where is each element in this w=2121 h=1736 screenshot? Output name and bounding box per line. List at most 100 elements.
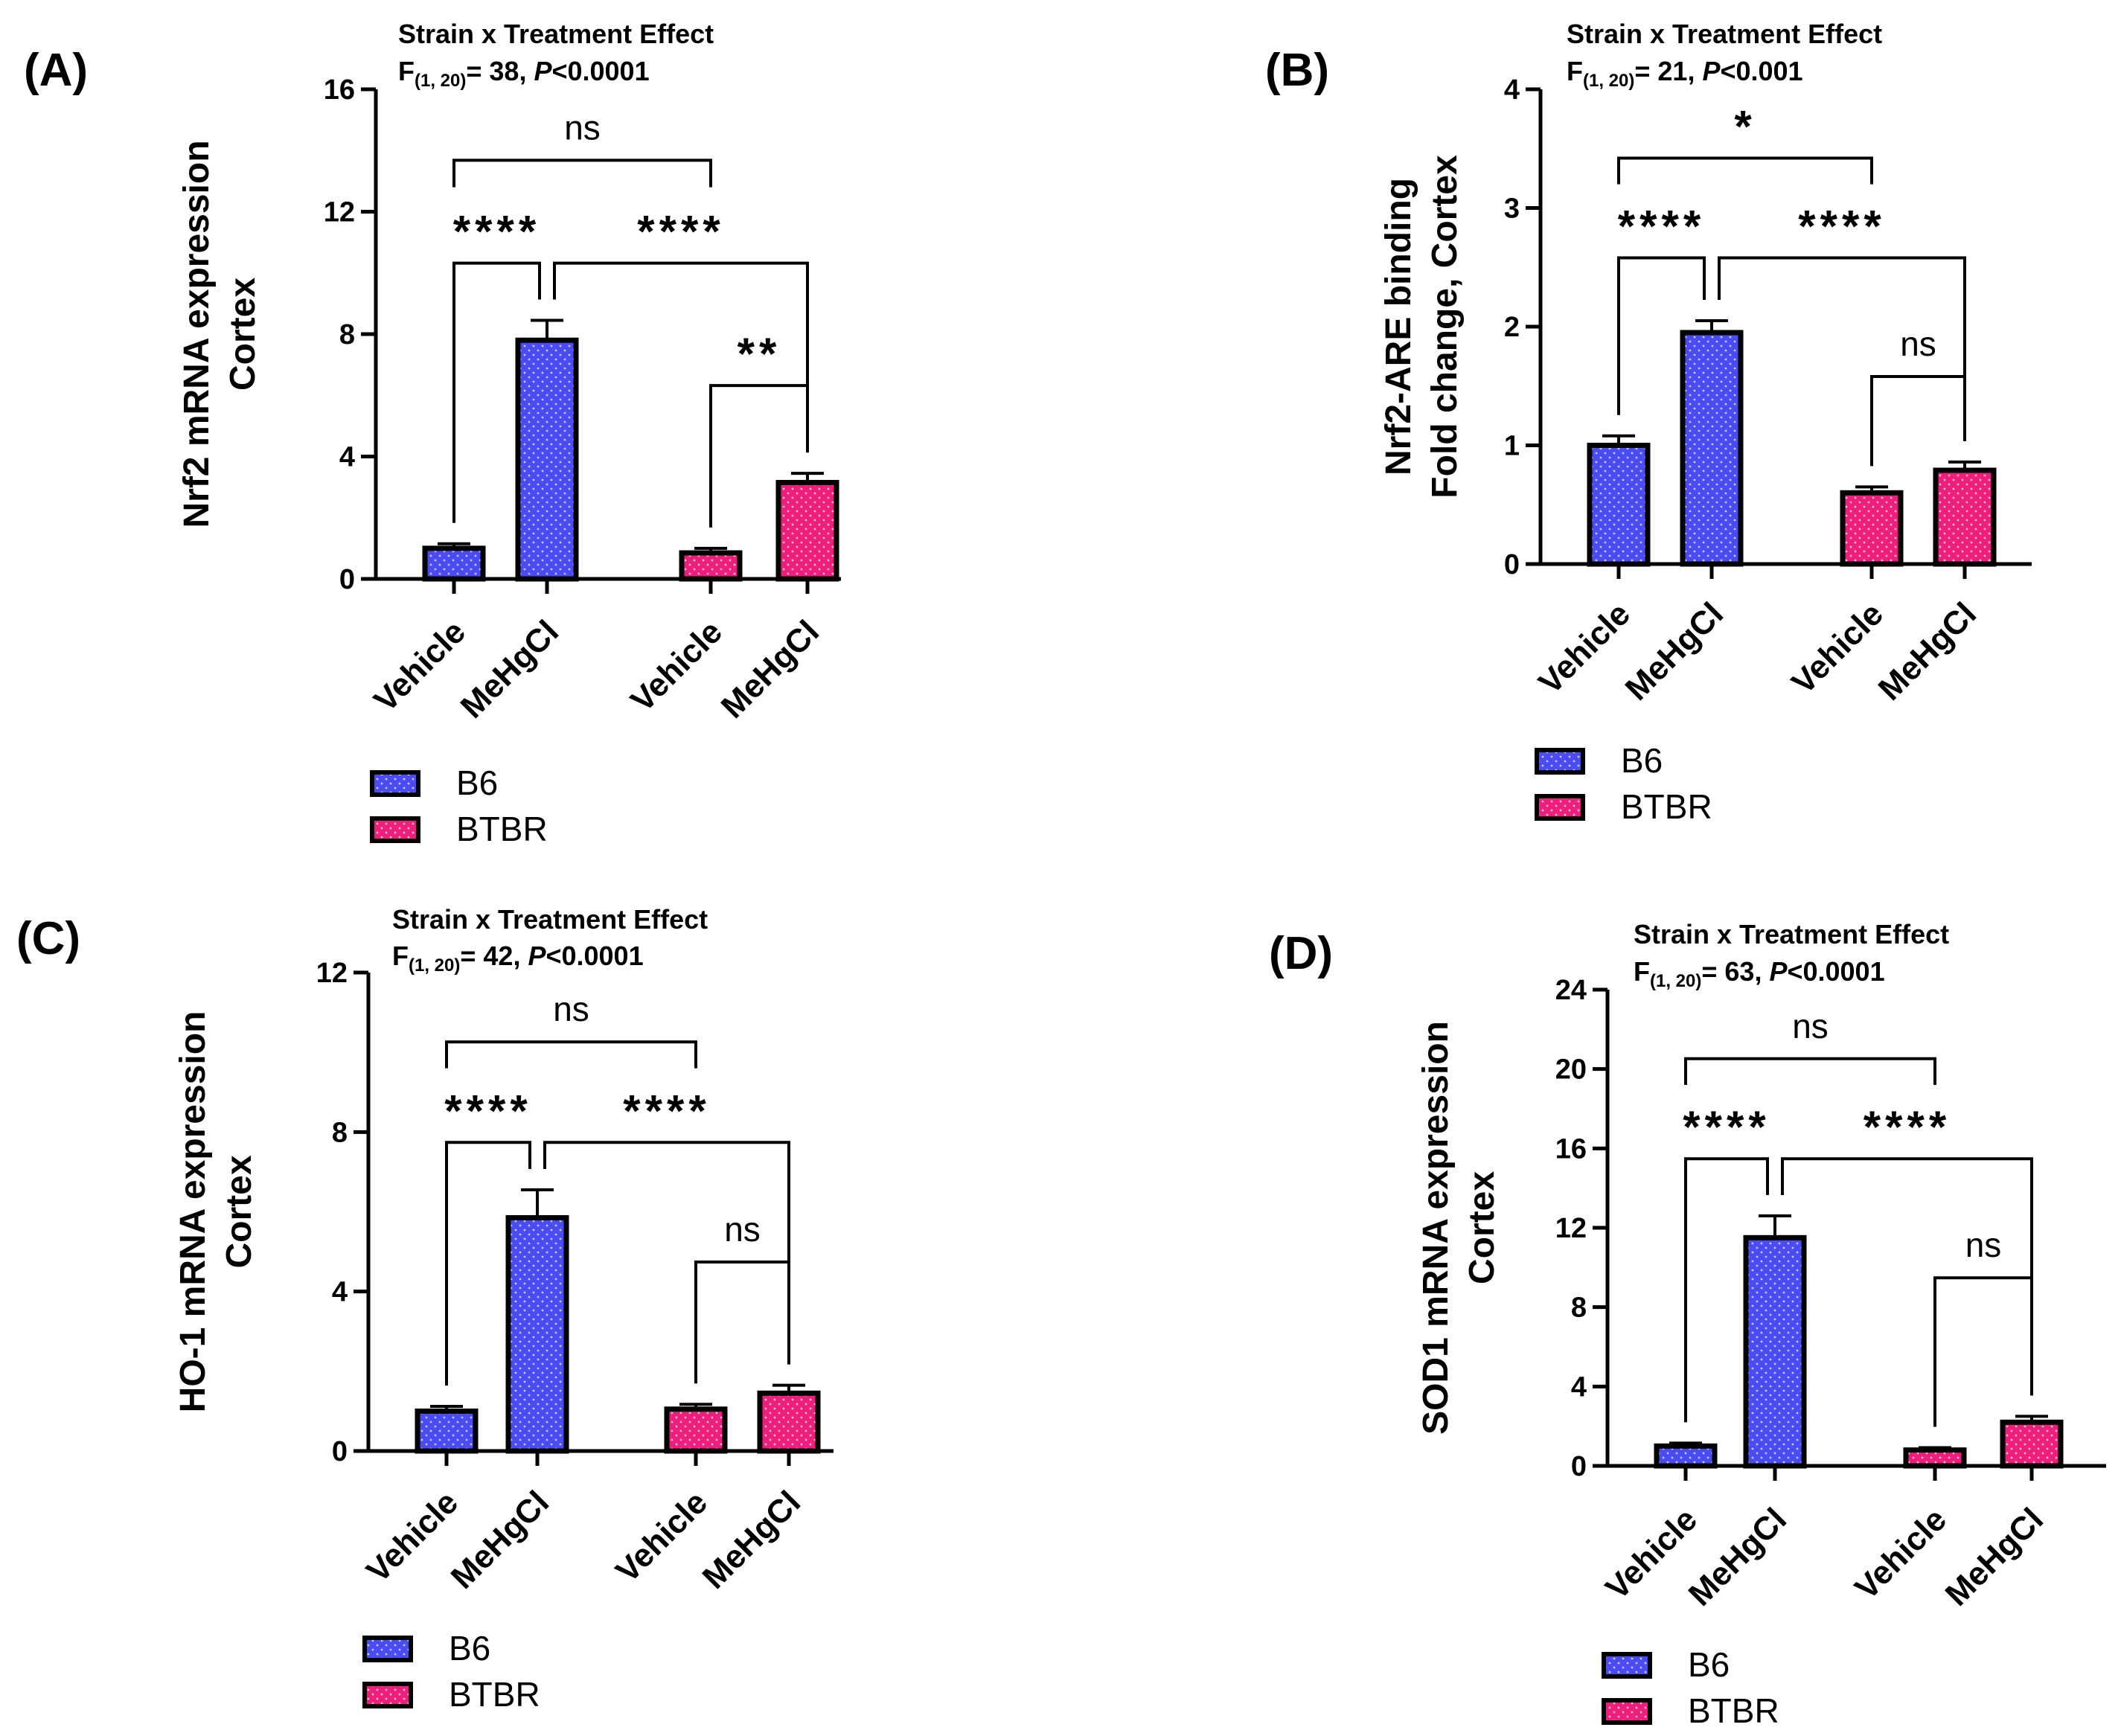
- significance-bracket: [1870, 374, 1966, 467]
- y-axis-label-line: Cortex: [1462, 1171, 1502, 1284]
- legend-label-btbr: BTBR: [449, 1675, 540, 1714]
- stat-p-label: P: [534, 56, 552, 86]
- x-tick-label: MeHgCl: [1682, 1501, 1794, 1612]
- chart-title: Strain x Treatment Effect: [1634, 919, 1949, 949]
- y-tick-label: 0: [332, 1436, 348, 1467]
- x-tick-label: MeHgCl: [1872, 595, 1983, 707]
- stat-df: (1, 20): [1650, 971, 1701, 991]
- y-axis-label: HO-1 mRNA expression Cortex: [173, 1011, 259, 1413]
- y-tick-label: 20: [1555, 1054, 1587, 1086]
- y-axis-label-line: Nrf2-ARE binding: [1379, 178, 1418, 475]
- significance-bracket: [1684, 1057, 1936, 1085]
- bar-b6-mehgcl: [505, 1215, 569, 1454]
- y-tick-label: 0: [1571, 1451, 1587, 1482]
- y-axis-label-line: Nrf2 mRNA expression: [177, 140, 217, 528]
- y-tick-label: 16: [324, 74, 355, 106]
- bar-b6-mehgcl: [1743, 1234, 1807, 1469]
- chart-title: Strain x Treatment Effect: [398, 19, 714, 49]
- significance-label: ns: [564, 108, 601, 147]
- y-tick-label: 12: [316, 958, 348, 989]
- stat-f-value: = 21,: [1634, 56, 1702, 86]
- legend-label-b6: B6: [1688, 1645, 1730, 1684]
- significance-label: ns: [1792, 1007, 1829, 1045]
- legend-label-btbr: BTBR: [1621, 787, 1712, 826]
- y-tick-label: 12: [324, 197, 355, 228]
- significance-label: ****: [1798, 201, 1885, 251]
- stat-p-value: <0.001: [1720, 56, 1802, 86]
- panel-label: (D): [1269, 928, 1333, 979]
- x-tick-label: MeHgCl: [444, 1484, 556, 1595]
- y-tick-label: 4: [1571, 1371, 1587, 1403]
- significance-label: ****: [1618, 201, 1705, 251]
- stat-df: (1, 20): [409, 955, 460, 976]
- x-tick-label: MeHgCl: [714, 613, 826, 725]
- y-tick-label: 2: [1504, 312, 1520, 343]
- bar-b6-mehgcl: [515, 337, 579, 582]
- significance-label: ****: [453, 207, 540, 257]
- significance-bracket: [694, 1261, 790, 1384]
- stat-p-value: <0.0001: [1787, 956, 1884, 987]
- chart-title: Strain x Treatment Effect: [1567, 19, 1882, 49]
- bar-b6-vehicle: [1654, 1443, 1718, 1469]
- y-tick-label: 12: [1555, 1213, 1587, 1244]
- significance-label: ns: [1965, 1226, 2002, 1264]
- stat-f-value: = 42,: [460, 941, 528, 971]
- legend-swatch-btbr: [362, 1682, 413, 1708]
- y-tick-label: 24: [1555, 975, 1587, 1006]
- x-tick-label: Vehicle: [1848, 1501, 1954, 1607]
- stat-line: F(1, 20)= 38, P<0.0001: [398, 56, 650, 91]
- legend: B6 BTBR: [362, 1629, 540, 1714]
- x-tick-label: Vehicle: [624, 613, 729, 719]
- significance-label: *: [1734, 102, 1756, 152]
- y-tick-label: 4: [332, 1277, 348, 1308]
- x-tick-label: MeHgCl: [696, 1484, 807, 1595]
- stat-df: (1, 20): [415, 71, 466, 91]
- y-tick-label: 8: [1571, 1293, 1587, 1324]
- stat-p-value: <0.0001: [546, 941, 643, 971]
- stat-p-label: P: [1702, 56, 1721, 86]
- legend-label-btbr: BTBR: [1688, 1691, 1779, 1730]
- chart-panel-a: (A) Strain x Treatment Effect F(1, 20)= 38…: [24, 19, 841, 848]
- stat-line: F(1, 20)= 21, P<0.001: [1567, 56, 1803, 91]
- y-tick-label: 1: [1504, 431, 1520, 462]
- y-tick-label: 4: [1504, 74, 1520, 106]
- bar-btbr-mehgcl: [1933, 467, 1997, 567]
- bar-btbr-vehicle: [664, 1406, 728, 1454]
- y-axis-label: Nrf2-ARE binding Fold change, Cortex: [1379, 155, 1465, 499]
- x-tick-label: MeHgCl: [454, 613, 566, 725]
- panel-label: (C): [16, 913, 80, 964]
- legend-label-b6: B6: [456, 763, 498, 802]
- significance-label: ****: [1683, 1102, 1770, 1152]
- stat-f-label: F: [392, 941, 409, 971]
- legend-swatch-btbr: [370, 816, 420, 843]
- significance-bracket: [445, 1141, 531, 1386]
- significance-label: ns: [724, 1210, 761, 1249]
- stat-f-value: = 38,: [466, 56, 534, 86]
- y-tick-label: 8: [332, 1117, 348, 1148]
- bar-btbr-mehgcl: [775, 479, 839, 582]
- legend-swatch-btbr: [1602, 1698, 1652, 1725]
- bar-btbr-vehicle: [1903, 1447, 1967, 1469]
- significance-bracket: [709, 384, 809, 528]
- significance-label: ****: [1864, 1102, 1951, 1152]
- bar-b6-vehicle: [1587, 443, 1651, 567]
- legend-label-b6: B6: [1621, 741, 1663, 780]
- stat-p-label: P: [528, 941, 546, 971]
- bar-btbr-vehicle: [1840, 490, 1904, 567]
- chart-panel-c: (C) Strain x Treatment Effect F(1, 20)= 42…: [16, 904, 834, 1714]
- significance-bracket: [553, 261, 809, 453]
- legend-swatch-b6: [1535, 748, 1585, 775]
- significance-bracket: [1933, 1276, 2033, 1427]
- legend: B6 BTBR: [1602, 1645, 1779, 1730]
- significance-bracket: [1684, 1157, 1769, 1423]
- legend-swatch-btbr: [1535, 794, 1585, 821]
- bar-btbr-mehgcl: [2000, 1419, 2064, 1469]
- y-axis-label-line: SOD1 mRNA expression: [1416, 1021, 1456, 1435]
- y-axis-label: Nrf2 mRNA expression Cortex: [177, 140, 263, 528]
- x-tick-label: MeHgCl: [1619, 595, 1730, 707]
- panel-label: (B): [1265, 45, 1329, 96]
- significance-bracket: [452, 158, 712, 188]
- stat-f-label: F: [1634, 956, 1650, 987]
- legend-swatch-b6: [370, 770, 420, 797]
